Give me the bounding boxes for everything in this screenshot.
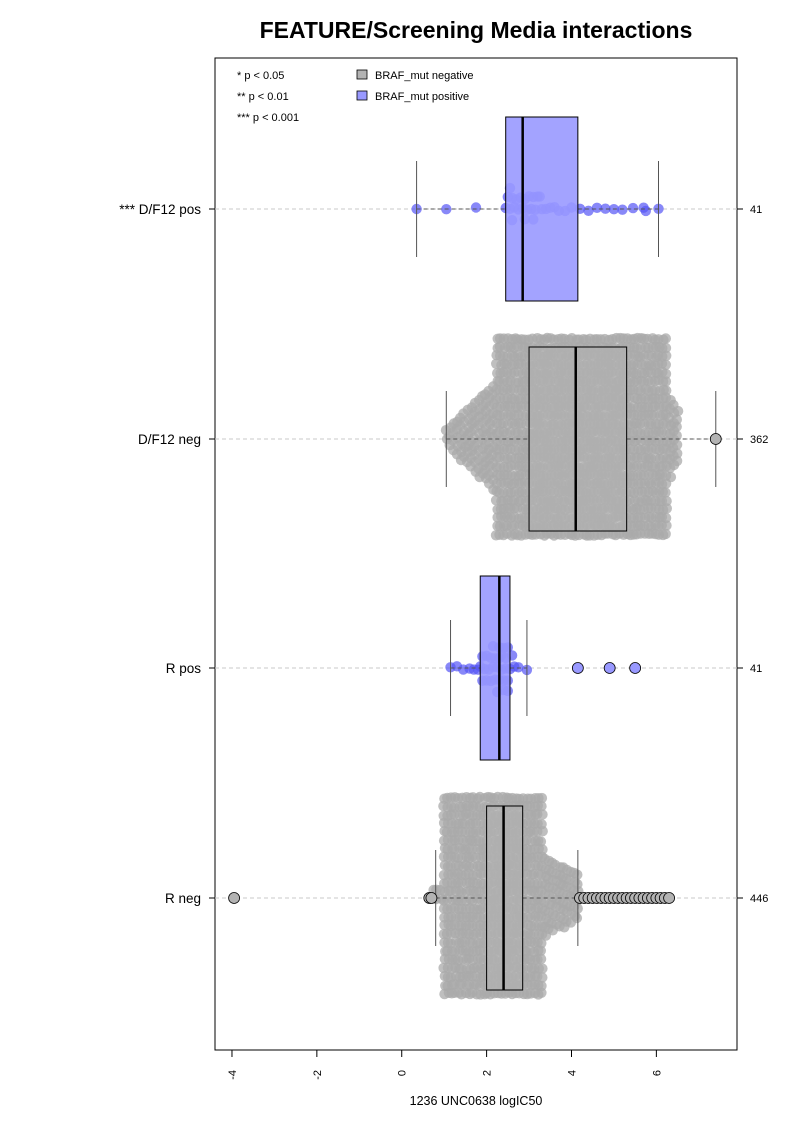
data-point bbox=[661, 520, 672, 531]
box bbox=[505, 116, 579, 302]
data-point bbox=[660, 487, 671, 498]
x-axis: -4 -2 0 2 4 6 bbox=[227, 1049, 663, 1080]
outlier-point bbox=[629, 662, 642, 674]
x-tick-label: -4 bbox=[227, 1070, 239, 1080]
data-point bbox=[591, 202, 603, 213]
data-point bbox=[671, 455, 683, 467]
significance-note: *** p < 0.001 bbox=[237, 112, 299, 124]
data-point bbox=[660, 368, 672, 380]
data-point bbox=[661, 495, 672, 507]
outlier-point bbox=[425, 892, 438, 904]
data-point bbox=[660, 342, 672, 354]
data-point bbox=[535, 945, 546, 956]
data-point bbox=[572, 869, 583, 880]
x-tick-label: -2 bbox=[312, 1070, 324, 1080]
data-point bbox=[671, 439, 683, 450]
label-layer: *** D/F12 pos 41 D/F12 neg 362 R pos 41 R neg 4… bbox=[119, 202, 768, 906]
data-point bbox=[660, 512, 672, 524]
outlier-point bbox=[571, 662, 584, 674]
data-point bbox=[470, 202, 482, 213]
data-point bbox=[672, 448, 683, 459]
data-point bbox=[536, 987, 547, 998]
data-point bbox=[535, 836, 547, 847]
data-point bbox=[536, 801, 547, 812]
data-point bbox=[672, 405, 684, 417]
x-tick-label: 0 bbox=[397, 1070, 409, 1076]
n-label: 362 bbox=[750, 434, 768, 446]
data-point bbox=[537, 826, 548, 837]
data-point bbox=[537, 809, 548, 820]
x-tick-label: 6 bbox=[651, 1070, 663, 1076]
data-point bbox=[537, 972, 548, 983]
data-point bbox=[536, 938, 547, 949]
x-axis-label: 1236 UNC0638 logIC50 bbox=[410, 1094, 543, 1108]
x-tick-label: 2 bbox=[482, 1070, 494, 1076]
data-point bbox=[535, 953, 547, 965]
points-layer bbox=[411, 182, 684, 1000]
group-label: *** D/F12 pos bbox=[119, 202, 201, 217]
data-point bbox=[571, 912, 583, 924]
data-point bbox=[671, 430, 682, 441]
data-point bbox=[661, 503, 672, 514]
group-label: R pos bbox=[166, 661, 202, 676]
data-point bbox=[660, 376, 672, 387]
legend: * p < 0.05 ** p < 0.01 *** p < 0.001 BRAF_m… bbox=[237, 69, 473, 124]
outlier-point bbox=[603, 662, 616, 674]
outlier-point bbox=[663, 892, 675, 904]
significance-note: ** p < 0.01 bbox=[237, 91, 289, 103]
data-point bbox=[583, 205, 594, 216]
data-point bbox=[536, 792, 548, 804]
data-point bbox=[665, 471, 677, 483]
outlier-point bbox=[228, 892, 240, 904]
box bbox=[479, 575, 511, 761]
data-point bbox=[661, 350, 672, 361]
n-label: 41 bbox=[750, 204, 762, 216]
data-point bbox=[513, 662, 524, 673]
data-point bbox=[660, 359, 671, 370]
legend-swatch bbox=[356, 90, 368, 101]
x-tick-label: 4 bbox=[566, 1070, 578, 1076]
outlier-layer bbox=[228, 433, 722, 904]
n-label: 446 bbox=[750, 893, 768, 905]
data-point bbox=[671, 421, 682, 432]
outlier-point bbox=[709, 433, 722, 445]
chart-title: FEATURE/Screening Media interactions bbox=[260, 17, 693, 43]
group-label: R neg bbox=[165, 891, 201, 906]
data-point bbox=[600, 203, 611, 214]
data-point bbox=[660, 528, 671, 540]
data-point bbox=[627, 202, 639, 214]
legend-label: BRAF_mut negative bbox=[375, 70, 473, 82]
legend-swatch bbox=[356, 69, 368, 80]
data-point bbox=[640, 205, 651, 217]
significance-note: * p < 0.05 bbox=[237, 70, 284, 82]
data-point bbox=[617, 204, 628, 215]
data-point bbox=[660, 333, 671, 344]
group-label: D/F12 neg bbox=[138, 432, 201, 447]
box-layer bbox=[416, 116, 717, 991]
box bbox=[528, 346, 628, 532]
data-point bbox=[537, 963, 548, 974]
legend-label: BRAF_mut positive bbox=[375, 91, 469, 103]
n-label: 41 bbox=[750, 663, 762, 675]
